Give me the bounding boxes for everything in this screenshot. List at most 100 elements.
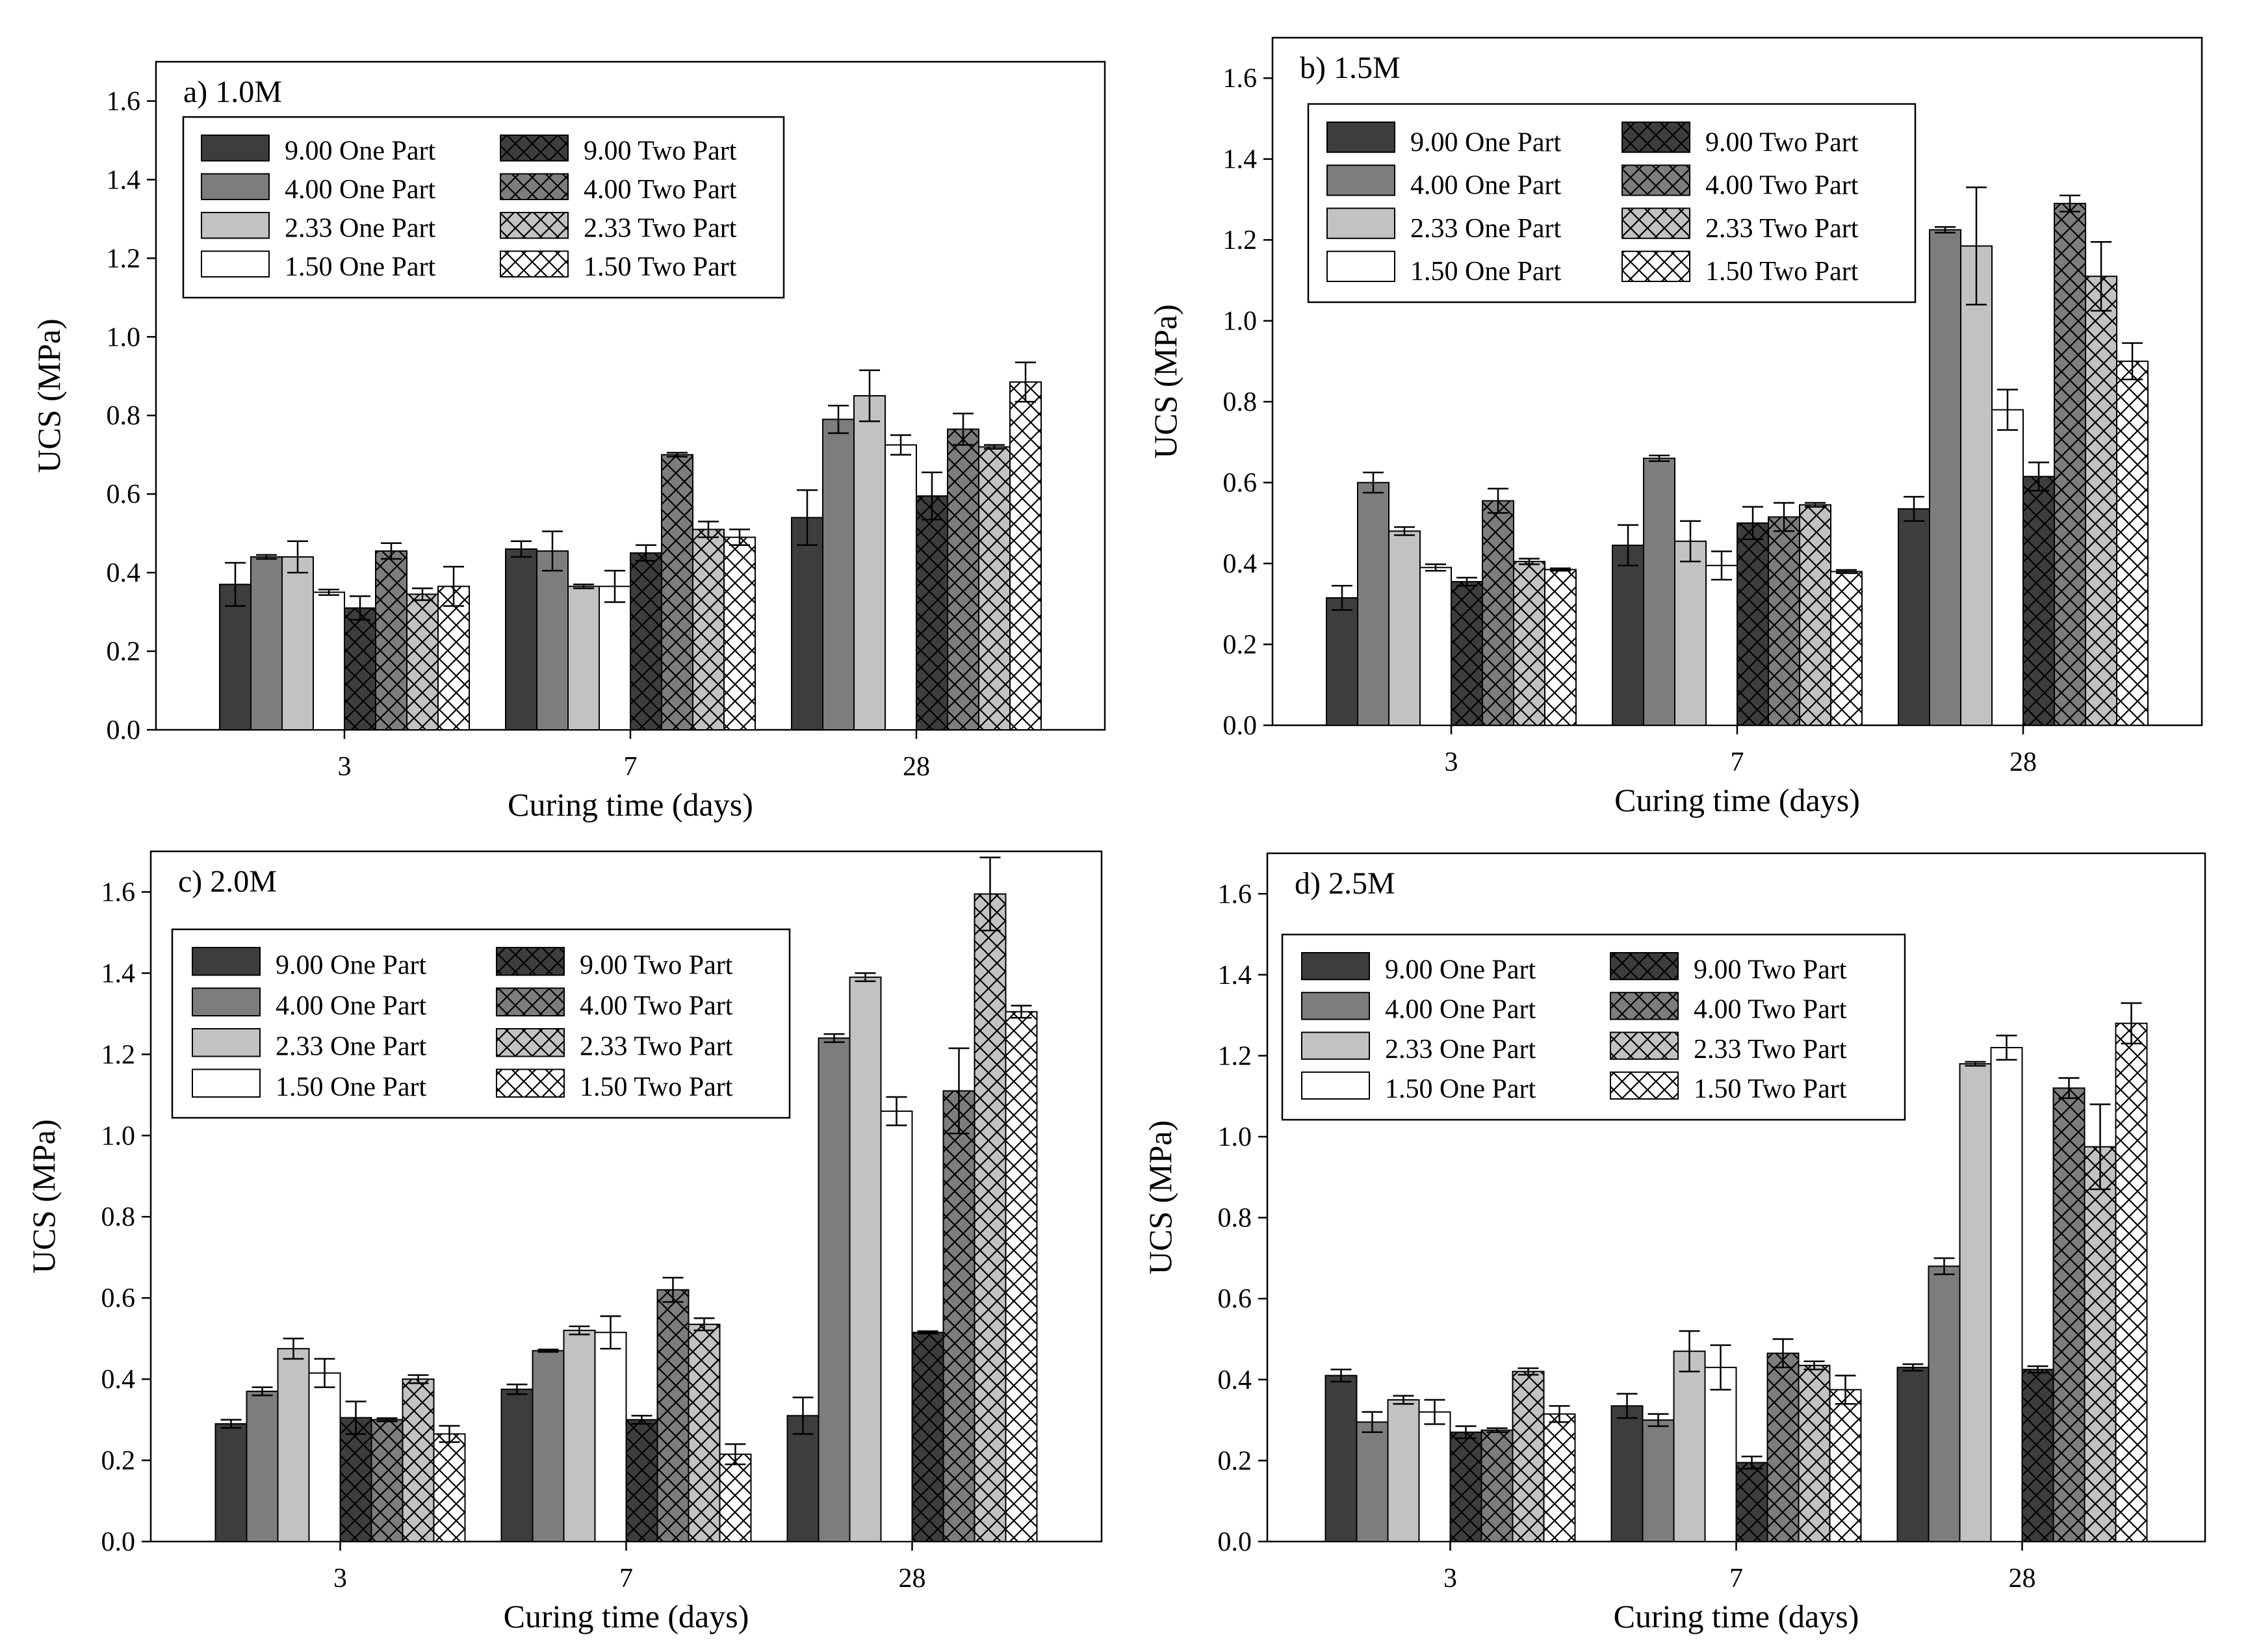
legend-label: 9.00 Two Part (584, 136, 737, 166)
y-tick-label: 1.4 (1218, 961, 1252, 990)
bar (2085, 276, 2117, 726)
bar (1737, 522, 1769, 727)
legend-swatch (1621, 122, 1690, 153)
bar (1449, 1431, 1482, 1543)
legend-swatch (201, 135, 270, 162)
x-axis-label: Curing time (days) (1614, 1598, 1859, 1634)
bar (1009, 381, 1042, 730)
legend-label: 4.00 One Part (1385, 995, 1536, 1025)
bar (214, 1423, 248, 1542)
y-tick-label: 0.2 (1223, 630, 1258, 660)
legend-box (182, 116, 785, 299)
legend-label: 2.33 Two Part (1694, 1035, 1847, 1065)
x-tick-label: 7 (624, 752, 638, 782)
legend-label: 9.00 Two Part (1694, 955, 1847, 985)
legend-swatch (1610, 1031, 1679, 1060)
legend-label: 1.50 Two Part (580, 1072, 733, 1102)
bar (1388, 530, 1421, 726)
bar (1482, 500, 1514, 726)
legend-swatch (1301, 1071, 1370, 1100)
bar (406, 593, 439, 730)
legend-swatch (500, 212, 569, 239)
y-tick-label: 0.4 (1218, 1365, 1252, 1395)
y-tick-label: 0.2 (107, 637, 141, 667)
legend-label: 4.00 One Part (276, 991, 426, 1021)
bar (2022, 476, 2055, 726)
bar (536, 550, 569, 730)
bar (719, 1453, 752, 1542)
bar (1929, 229, 1961, 726)
panel-title: a) 1.0M (183, 75, 282, 109)
legend-label: 2.33 One Part (1410, 214, 1561, 244)
bar (1513, 560, 1545, 727)
bar (1829, 1389, 1862, 1542)
legend-label: 1.50 One Part (1410, 257, 1561, 287)
legend-label: 2.33 One Part (1385, 1035, 1536, 1065)
bar (849, 976, 882, 1542)
legend-swatch (201, 212, 270, 239)
bar (1830, 571, 1863, 726)
bar (692, 528, 725, 730)
y-tick-label: 0.0 (107, 716, 141, 745)
y-tick-label: 1.0 (107, 322, 141, 352)
bar (344, 607, 376, 731)
legend-swatch (1301, 952, 1370, 981)
bar (688, 1323, 721, 1542)
legend-swatch (192, 1068, 261, 1098)
bar (1543, 1413, 1576, 1542)
x-tick-label: 28 (903, 752, 930, 782)
bar (246, 1390, 279, 1543)
legend-swatch (500, 250, 569, 277)
bar (1704, 1367, 1737, 1542)
bar (375, 550, 407, 730)
y-tick-label: 0.0 (1223, 711, 1258, 741)
bar (911, 1332, 944, 1542)
y-tick-label: 0.6 (1218, 1284, 1252, 1314)
bar (1612, 545, 1644, 726)
bar (1642, 1419, 1675, 1543)
bar (2084, 1146, 2117, 1542)
legend-label: 2.33 Two Part (580, 1032, 733, 1062)
y-tick-label: 0.0 (1218, 1527, 1252, 1557)
legend-swatch (496, 1068, 565, 1098)
y-tick-label: 1.0 (1218, 1122, 1252, 1152)
bar (402, 1378, 435, 1543)
bar (1387, 1399, 1420, 1543)
legend-swatch (1326, 207, 1395, 239)
legend-swatch (201, 250, 270, 277)
legend-swatch (1326, 122, 1395, 153)
chart-panel-4: 0.0 0.2 0.4 0.6 0.8 1.0 1.2 1.4 1.6 UCS (MPa) 3 7 28… (1142, 852, 2206, 1634)
bar (1356, 1421, 1389, 1543)
x-tick-label: 28 (899, 1564, 926, 1594)
legend-swatch (1610, 952, 1679, 981)
bar (1544, 569, 1577, 726)
legend-swatch (192, 1028, 261, 1057)
bar (500, 1388, 534, 1543)
bar (1480, 1429, 1514, 1542)
bar (1898, 508, 1930, 727)
y-tick-label: 1.0 (101, 1121, 136, 1151)
legend-swatch (1326, 250, 1395, 282)
legend-swatch (192, 987, 261, 1016)
legend-label: 9.00 One Part (276, 951, 426, 981)
legend-box (171, 928, 791, 1119)
y-tick-label: 0.6 (1223, 469, 1258, 498)
bar (942, 1090, 975, 1542)
bar (1990, 1047, 2023, 1542)
bar (1896, 1367, 1930, 1542)
legend-label: 9.00 One Part (285, 136, 435, 166)
y-tick-label: 0.4 (101, 1365, 136, 1395)
legend-swatch (496, 947, 565, 976)
legend-swatch (1301, 992, 1370, 1020)
bar (786, 1415, 820, 1542)
bar (791, 517, 823, 730)
legend-label: 4.00 Two Part (1694, 995, 1847, 1025)
bar (567, 586, 600, 730)
bar (1799, 504, 1831, 726)
bar (1357, 482, 1389, 727)
x-tick-label: 28 (2009, 747, 2037, 777)
legend-swatch (1610, 1071, 1679, 1100)
y-tick-label: 0.6 (101, 1284, 136, 1313)
bar (1005, 1011, 1038, 1542)
